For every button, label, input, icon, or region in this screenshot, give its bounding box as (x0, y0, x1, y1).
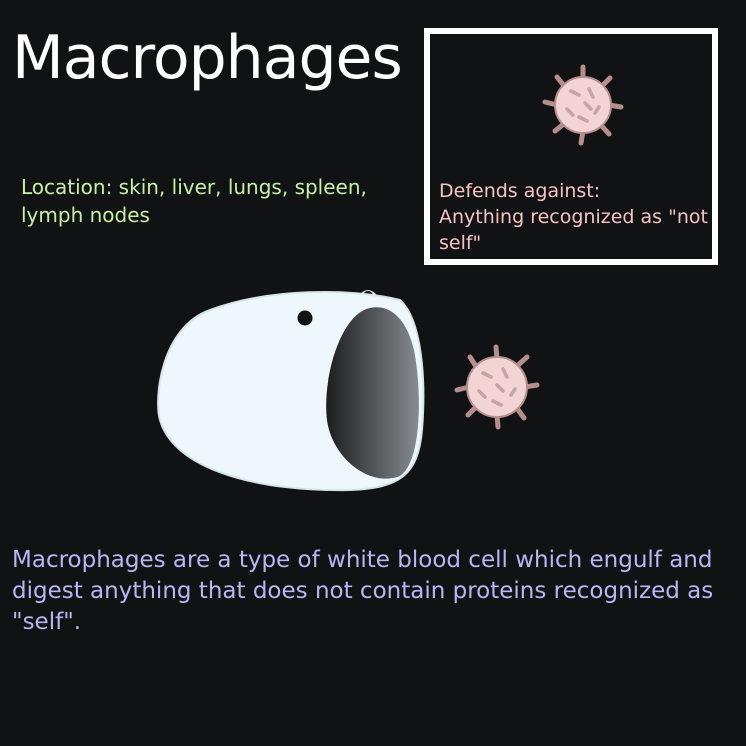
germ-icon (542, 64, 624, 150)
defends-box: Defends against: Anything recognized as … (424, 28, 718, 265)
defends-value: Anything recognized as "not self" (439, 206, 708, 254)
description-text: Macrophages are a type of white blood ce… (12, 547, 714, 635)
location-text: Location: skin, liver, lungs, spleen, ly… (21, 175, 367, 227)
defends-text: Defends against: Anything recognized as … (439, 178, 709, 256)
germ-icon (454, 344, 540, 434)
page-title: Macrophages (12, 23, 403, 93)
macrophage-icon (150, 280, 435, 504)
defends-label: Defends against: (439, 180, 601, 202)
